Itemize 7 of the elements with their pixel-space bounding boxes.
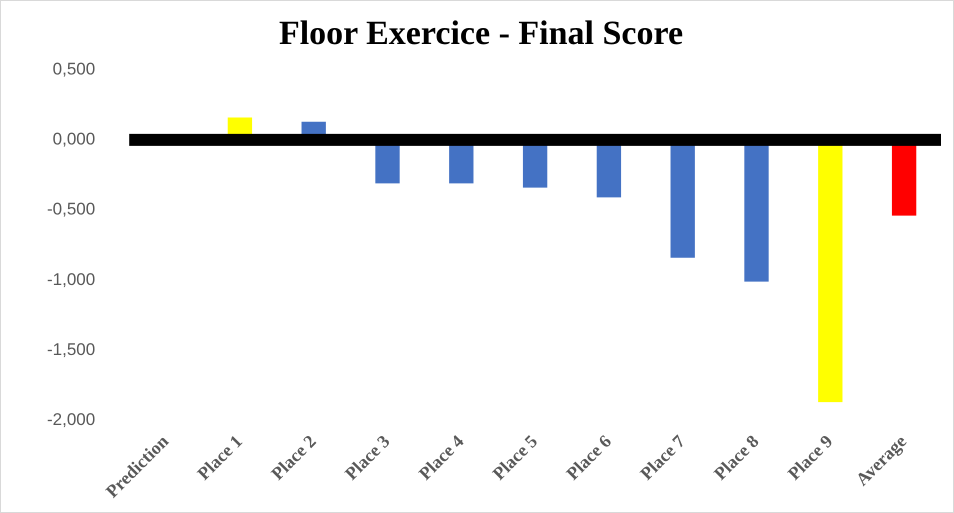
y-tick-label: -1,000 — [47, 270, 96, 289]
y-tick-label: 0,000 — [52, 130, 96, 149]
y-tick-label: -0,500 — [47, 200, 96, 219]
y-tick-label: -2,000 — [47, 410, 96, 430]
y-tick-label: -1,500 — [47, 340, 96, 359]
chart-title: Floor Exercice - Final Score — [278, 15, 684, 52]
y-tick-label: 0,500 — [52, 59, 96, 78]
